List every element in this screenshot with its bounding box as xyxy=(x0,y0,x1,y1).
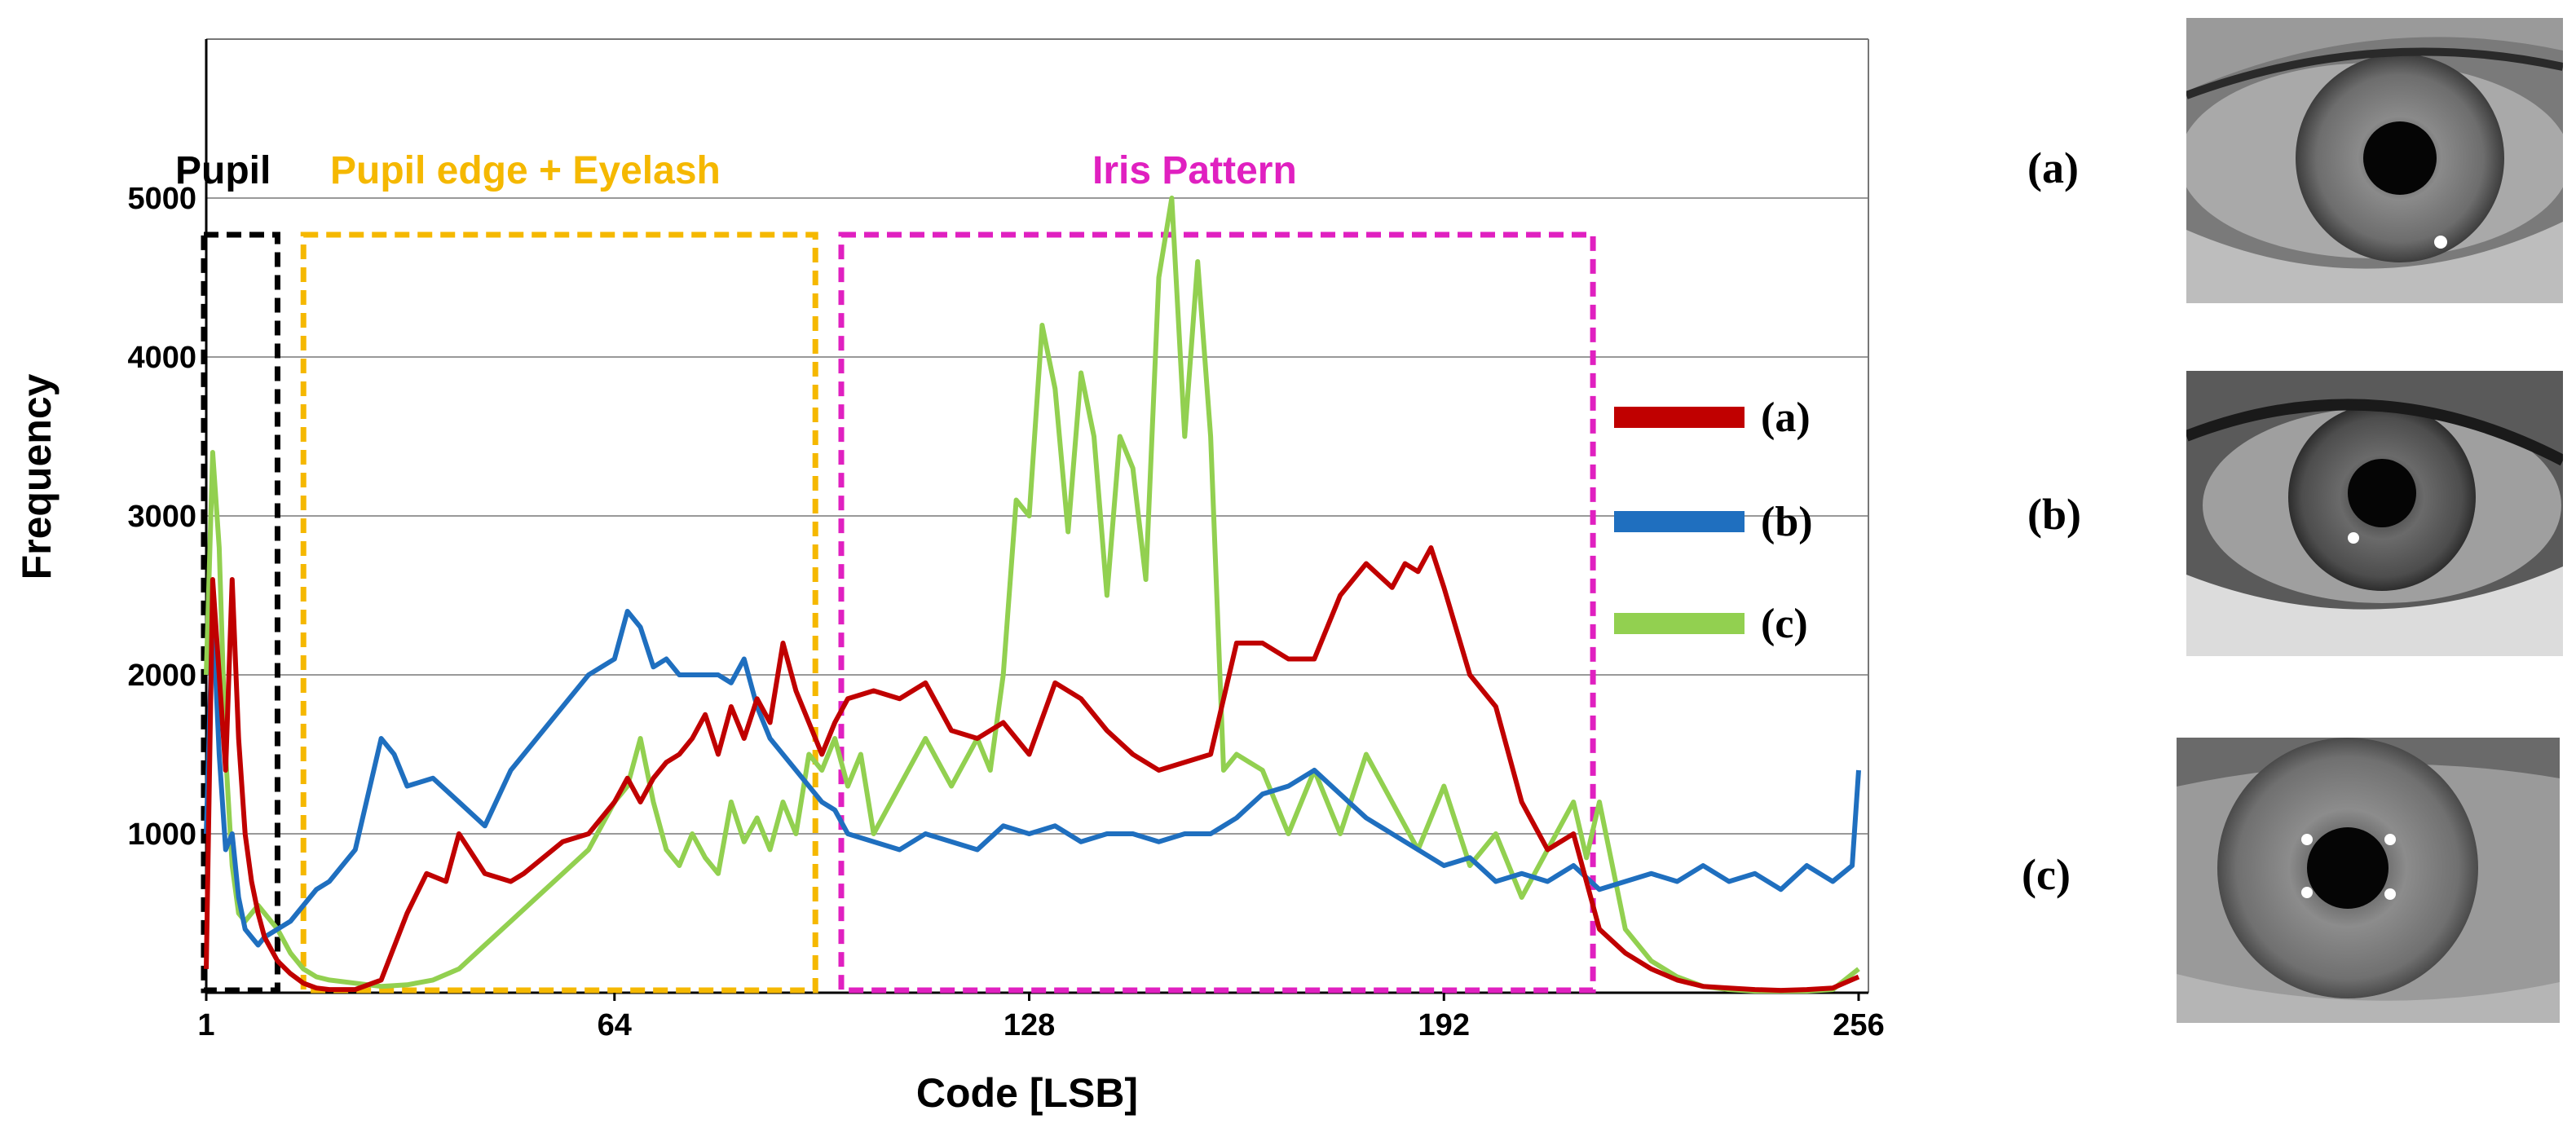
tick-labels: 1000 2000 3000 4000 5000 1 64 128 192 256 xyxy=(127,182,1884,1042)
legend-label-1: (b) xyxy=(1761,499,1813,545)
x-tick-label-256: 256 xyxy=(1833,1008,1884,1042)
y-axis-title: Frequency xyxy=(14,373,60,580)
y-tick-label-4000: 4000 xyxy=(127,341,196,375)
photo-label-b: (b) xyxy=(2027,490,2081,539)
region-box-0 xyxy=(201,231,280,994)
eye-photo-a xyxy=(2186,18,2563,303)
y-tick-label-5000: 5000 xyxy=(127,182,196,216)
x-tick-label-64: 64 xyxy=(598,1008,632,1042)
photo-label-a: (a) xyxy=(2027,143,2079,192)
region-boxes: Pupil Pupil edge + Eyelash Iris Pattern xyxy=(175,149,1596,994)
legend-swatch-1 xyxy=(1614,511,1745,532)
x-tick-label-192: 192 xyxy=(1418,1008,1470,1042)
series-line-2 xyxy=(204,196,1860,994)
legend-label-2: (c) xyxy=(1761,601,1808,647)
y-tick-label-2000: 2000 xyxy=(127,659,196,693)
legend-swatch-2 xyxy=(1614,613,1745,634)
series-lines xyxy=(204,196,1861,994)
legend: (a) (b) (c) xyxy=(1614,394,1813,647)
eye-photo-c xyxy=(2177,738,2560,1023)
series-line-0 xyxy=(204,545,1860,994)
region-box-2 xyxy=(838,231,1596,994)
region-label-2: Iris Pattern xyxy=(1092,149,1297,192)
x-tick-label-128: 128 xyxy=(1003,1008,1055,1042)
x-tick-label-1: 1 xyxy=(197,1008,214,1042)
eye-photo-b xyxy=(2186,371,2563,656)
legend-label-0: (a) xyxy=(1761,394,1811,441)
region-label-1: Pupil edge + Eyelash xyxy=(330,149,721,192)
photo-label-c: (c) xyxy=(2022,850,2071,899)
series-line-1 xyxy=(204,609,1861,948)
x-axis-title: Code [LSB] xyxy=(916,1070,1138,1116)
region-label-0: Pupil xyxy=(175,149,271,192)
region-box-1 xyxy=(300,231,818,994)
legend-swatch-0 xyxy=(1614,407,1745,428)
y-tick-label-1000: 1000 xyxy=(127,817,196,852)
y-tick-label-3000: 3000 xyxy=(127,500,196,534)
